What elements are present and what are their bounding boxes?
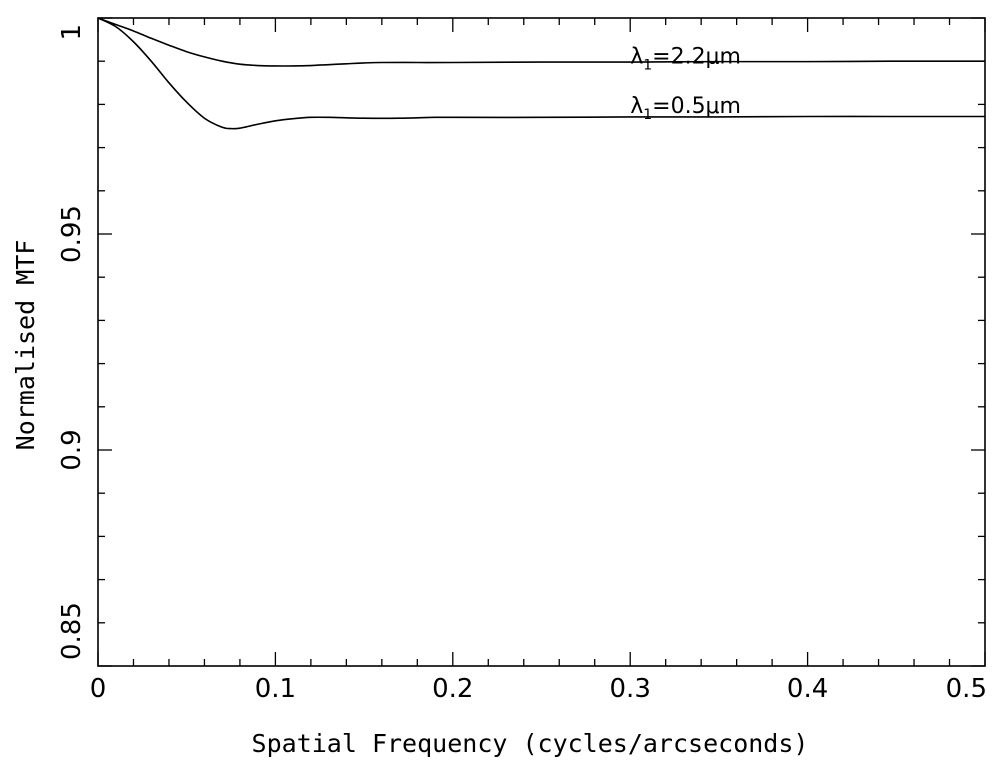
x-tick-label: 0.4 — [787, 674, 828, 704]
plot-frame — [97, 17, 986, 667]
y-tick-label: 1 — [57, 24, 87, 41]
x-tick-label: 0.2 — [432, 674, 473, 704]
axis-ticks — [97, 17, 986, 667]
series-group — [97, 17, 986, 130]
x-tick-label: 0.5 — [946, 674, 987, 704]
series-label-1: λ1=2.2μm — [630, 44, 741, 73]
x-tick-label: 0.1 — [255, 674, 296, 704]
x-tick-label: 0 — [90, 674, 107, 704]
series-line-1 — [97, 17, 986, 67]
series-line-2 — [97, 17, 985, 130]
y-tick-label: 0.85 — [57, 602, 87, 660]
plot-area-border — [97, 17, 986, 667]
y-axis-label: Normalised MTF — [11, 240, 40, 451]
x-axis-label: Spatial Frequency (cycles/arcseconds) — [252, 729, 809, 758]
series-labels: λ1=2.2μm λ1=0.5μm — [630, 44, 741, 123]
y-tick-label: 0.95 — [57, 205, 87, 263]
tick-labels: 0 0.1 0.2 0.3 0.4 0.5 0.85 0.9 0.95 1 — [57, 24, 987, 704]
y-tick-label: 0.9 — [57, 429, 87, 470]
series-label-2: λ1=0.5μm — [630, 94, 741, 123]
x-tick-label: 0.3 — [610, 674, 651, 704]
